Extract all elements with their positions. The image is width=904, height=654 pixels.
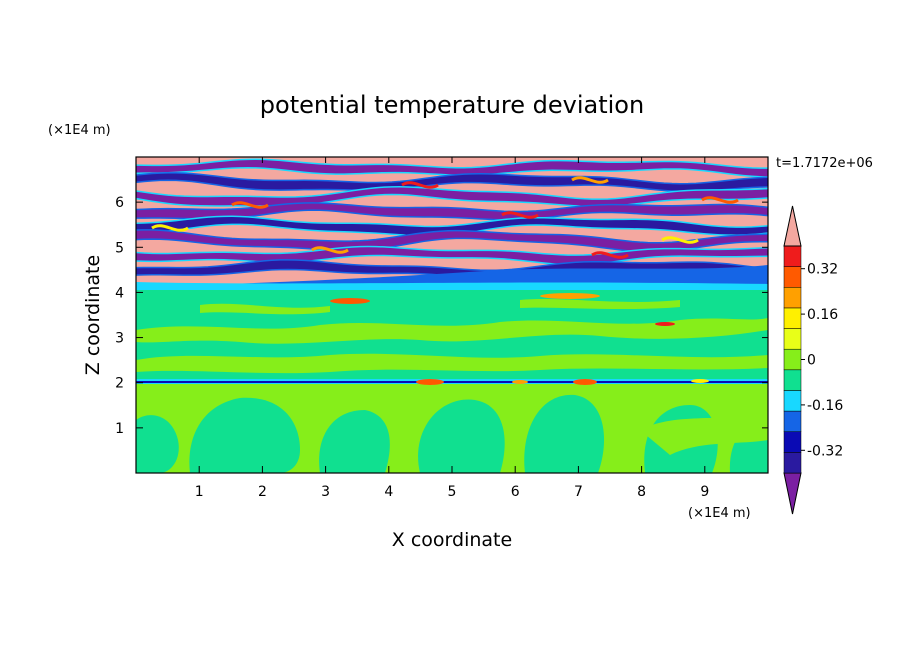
- time-label: t=1.7172e+06: [776, 156, 873, 171]
- colorbar-min-extension: [783, 472, 802, 515]
- colorbar-segment: [783, 410, 802, 432]
- lower-streak: [640, 410, 768, 455]
- colorbar-segment: [783, 328, 802, 350]
- middle-hotspot: [330, 298, 370, 304]
- lower-cell: [136, 415, 179, 473]
- hot-filament: [701, 196, 739, 204]
- x-tick-label: 8: [637, 484, 646, 500]
- colorbar-segment: [783, 431, 802, 453]
- temperature-band: [136, 260, 768, 279]
- upper-boundary: [136, 265, 768, 287]
- boundary-line: [136, 381, 768, 383]
- lower-cell: [418, 399, 505, 473]
- y-axis-ticks: 1 2 3 4 5 6: [115, 195, 768, 437]
- lower-cell: [524, 394, 605, 473]
- hot-filament: [661, 236, 699, 244]
- upper-bands: [136, 158, 768, 281]
- colorbar-tick-label: 0: [807, 353, 816, 369]
- temperature-band: [136, 217, 768, 236]
- x-tick-label: 6: [511, 484, 520, 500]
- colorbar-tick-label: 0.32: [807, 262, 838, 278]
- colorbar-segment: [783, 307, 802, 329]
- middle-streak: [200, 303, 330, 315]
- y-tick-label: 3: [115, 331, 124, 347]
- middle-band: [136, 318, 768, 344]
- y-axis-title: Z coordinate: [82, 255, 104, 375]
- y-units-label: (×1E4 m): [48, 123, 111, 138]
- colorbar-segment: [783, 348, 802, 371]
- middle-hotspot: [540, 293, 600, 299]
- temperature-band: [136, 187, 768, 206]
- colorbar-segment: [783, 390, 802, 412]
- x-axis-ticks: 1 2 3 4 5 6 7 8 9: [195, 157, 709, 500]
- x-tick-label: 1: [195, 484, 204, 500]
- hot-filament: [501, 211, 539, 219]
- y-tick-label: 4: [115, 285, 124, 301]
- x-tick-label: 5: [448, 484, 457, 500]
- lower-cell: [319, 410, 390, 473]
- colorbar: 0.32 0.16 0 -0.16 -0.32: [783, 205, 843, 515]
- boundary-hotspot: [512, 380, 528, 384]
- temperature-band: [136, 173, 768, 191]
- middle-hotspot: [655, 322, 675, 326]
- colorbar-tick-label: 0.16: [807, 307, 838, 323]
- y-tick-label: 2: [115, 376, 124, 392]
- upper-boundary-edge: [136, 282, 768, 290]
- x-tick-label: 2: [258, 484, 267, 500]
- colorbar-segment: [783, 245, 802, 267]
- y-tick-label: 5: [115, 240, 124, 256]
- boundary-hotspot: [691, 379, 709, 383]
- band-edge: [136, 186, 768, 208]
- colorbar-tick-label: -0.16: [807, 398, 843, 414]
- middle-band: [136, 353, 768, 374]
- hot-filament: [571, 176, 609, 184]
- x-tick-label: 4: [384, 484, 393, 500]
- chart-title: potential temperature deviation: [260, 91, 644, 119]
- y-tick-label: 1: [115, 421, 124, 437]
- x-tick-label: 7: [574, 484, 583, 500]
- x-tick-label: 9: [700, 484, 709, 500]
- y-tick-label: 6: [115, 195, 124, 211]
- temperature-band: [136, 160, 768, 177]
- colorbar-tick-label: -0.32: [807, 443, 843, 459]
- colorbar-segment: [783, 369, 802, 391]
- colorbar-max-extension: [783, 205, 802, 247]
- x-axis-title: X coordinate: [392, 529, 512, 551]
- temperature-band: [136, 203, 768, 220]
- colorbar-segment: [783, 452, 802, 474]
- boundary-hotspot: [416, 379, 444, 385]
- middle-streak: [520, 299, 680, 310]
- temperature-band: [136, 230, 768, 252]
- hot-filament: [151, 224, 189, 232]
- hot-filament: [231, 201, 269, 209]
- lower-cell: [189, 397, 300, 473]
- boundary-hotspot: [573, 379, 597, 385]
- hot-filament: [591, 251, 629, 259]
- band-edge: [136, 202, 768, 221]
- hot-filament: [401, 181, 439, 189]
- colorbar-segment: [783, 287, 802, 309]
- colorbar-segment: [783, 266, 802, 288]
- contour-field: [136, 157, 768, 473]
- hot-filament: [311, 246, 349, 254]
- x-units-label: (×1E4 m): [688, 506, 751, 521]
- x-tick-label: 3: [321, 484, 330, 500]
